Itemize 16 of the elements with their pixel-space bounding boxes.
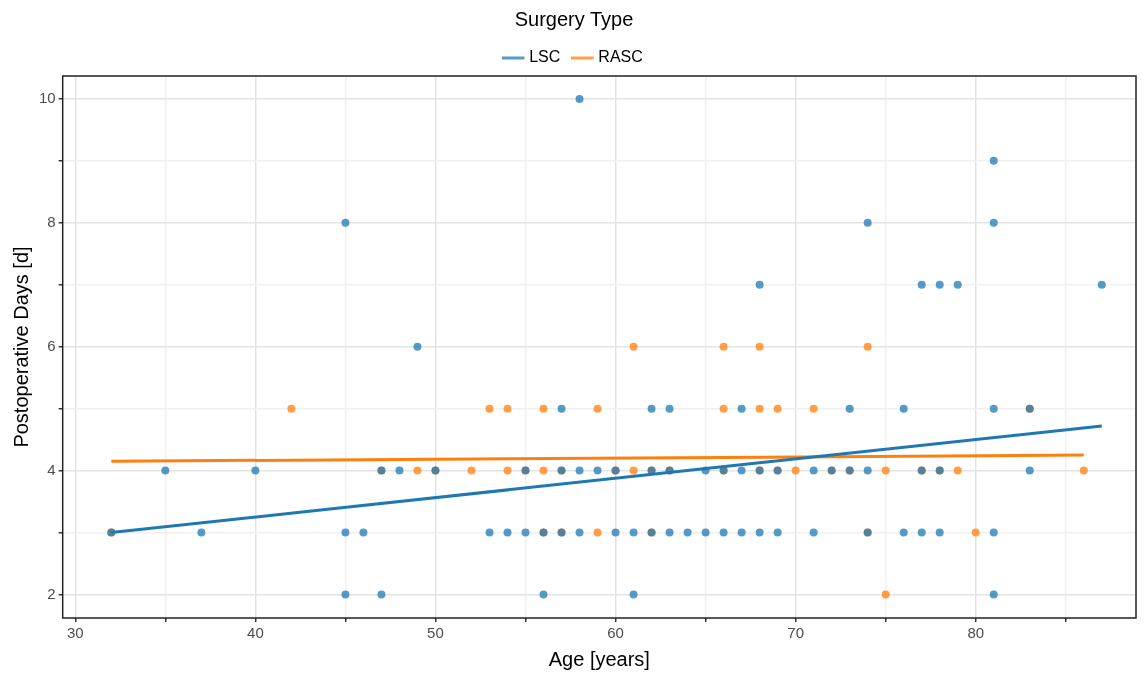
x-tick-label: 80 xyxy=(967,624,985,642)
legend-label: LSC xyxy=(529,48,561,66)
x-tick-label: 30 xyxy=(66,624,84,642)
y-tick-label: 6 xyxy=(47,336,56,354)
y-axis-title: Postoperative Days [d] xyxy=(9,246,32,448)
x-tick-label: 50 xyxy=(427,624,444,642)
x-tick-label: 40 xyxy=(247,624,264,642)
y-tick-label: 2 xyxy=(47,584,56,602)
x-tick-label: 70 xyxy=(787,624,804,642)
x-axis-title: Age [years] xyxy=(548,647,650,670)
y-tick-label: 4 xyxy=(47,460,56,478)
legend-label: RASC xyxy=(598,48,643,66)
x-tick-label: 60 xyxy=(607,624,624,642)
y-tick-label: 8 xyxy=(47,212,56,230)
legend-title: Surgery Type xyxy=(514,7,634,30)
y-tick-label: 10 xyxy=(39,89,56,107)
